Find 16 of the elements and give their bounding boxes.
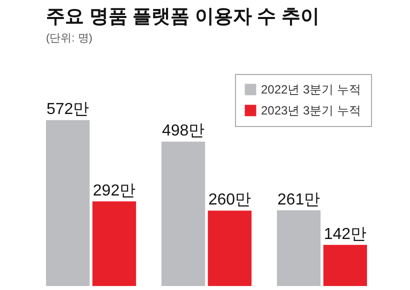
data-label: 142만 xyxy=(324,226,367,243)
bar xyxy=(276,210,321,286)
bar xyxy=(92,201,136,286)
data-label: 260만 xyxy=(208,192,252,209)
chart-title: 주요 명품 플랫폼 이용자 수 추이 xyxy=(46,6,320,28)
data-label: 261만 xyxy=(277,191,320,208)
chart-subtitle: (단위: 명) xyxy=(46,32,92,44)
data-label: 498만 xyxy=(162,122,205,140)
bar xyxy=(46,120,90,286)
bar xyxy=(208,210,252,286)
data-label: 572만 xyxy=(46,101,90,118)
bar xyxy=(323,244,367,286)
bar xyxy=(161,142,206,286)
legend-label: 2023년 3분기 누적 xyxy=(261,104,362,118)
data-label: 292만 xyxy=(92,182,136,200)
legend-label: 2022년 3분기 누적 xyxy=(261,82,362,96)
